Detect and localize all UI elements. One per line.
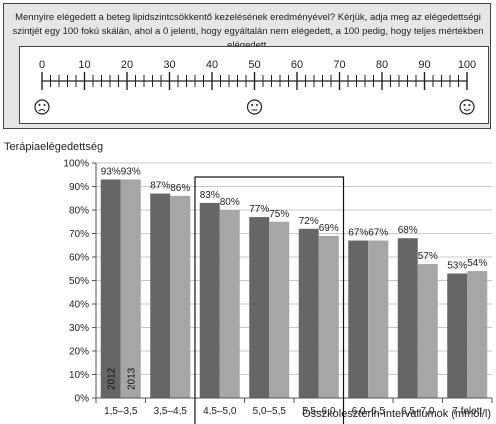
y-tick-label: 20% — [69, 347, 89, 358]
y-tick-label: 80% — [69, 206, 89, 217]
y-tick-label: 0% — [75, 394, 90, 405]
bar-value-label: 83% — [200, 190, 220, 201]
y-tick-label: 10% — [69, 370, 89, 381]
face-outline — [459, 99, 475, 115]
x-tick-label: 5,5–6,0 — [302, 406, 336, 417]
x-tick-label: 6,0–6,5 — [352, 406, 386, 417]
bar-value-label: 68% — [398, 225, 418, 236]
bar-2012-1 — [100, 179, 121, 398]
scale-label-100: 100 — [458, 59, 476, 71]
series-label-2012: 2012 — [106, 367, 117, 390]
scale-label-60: 60 — [291, 59, 303, 71]
bar-2013-3 — [219, 210, 240, 398]
x-axis-title: Összkoleszterin-intervallumok (mmol/l) — [302, 408, 491, 420]
face-eye — [256, 104, 258, 106]
bar-2012-2 — [150, 193, 171, 398]
face-outline — [34, 99, 50, 115]
face-eye — [38, 104, 41, 106]
survey-panel: Mennyire elégedett a beteg lipidszintcsö… — [3, 3, 491, 129]
bar-2013-2 — [170, 195, 191, 398]
scale-label-90: 90 — [418, 59, 430, 71]
scale-label-70: 70 — [333, 59, 345, 71]
bar-2013-5 — [318, 235, 339, 398]
face-eye — [251, 104, 253, 106]
bar-value-label: 77% — [249, 204, 269, 215]
y-tick-label: 70% — [69, 229, 89, 240]
bar-value-label: 75% — [269, 209, 289, 220]
bar-2013-6 — [368, 240, 389, 398]
bar-value-label: 53% — [447, 260, 467, 271]
survey-question-line-2: szintjét egy 100 fokú skálán, ahol a 0 j… — [12, 26, 484, 51]
bar-2013-1 — [120, 179, 141, 398]
bar-2013-7 — [417, 264, 438, 398]
x-tick-label: 7 felett — [452, 406, 482, 417]
bar-value-label: 54% — [467, 258, 487, 269]
bar-value-label: 67% — [368, 228, 388, 239]
bar-2012-4 — [249, 217, 270, 398]
scale-label-80: 80 — [376, 59, 388, 71]
bar-value-label: 57% — [418, 251, 438, 262]
happy-face-icon — [459, 99, 475, 115]
bar-value-label: 80% — [220, 197, 240, 208]
survey-question-line-1: Mennyire elégedett a beteg lipidszintcsö… — [15, 12, 481, 23]
scale-label-40: 40 — [206, 59, 218, 71]
bar-2012-8 — [447, 273, 468, 398]
series-label-2013: 2013 — [126, 367, 137, 390]
bar-value-label: 93% — [101, 166, 121, 177]
face-outline — [246, 99, 263, 115]
x-tick-label: 1,5–3,5 — [104, 406, 138, 417]
y-tick-label: 60% — [69, 253, 89, 264]
scale-label-30: 30 — [163, 59, 175, 71]
bar-2012-6 — [348, 240, 369, 398]
scale-graphic: 0 10 20 30 40 50 60 70 80 90 100 — [34, 59, 476, 115]
y-tick-label: 100% — [63, 159, 89, 170]
face-eye — [468, 104, 471, 106]
highlight-frame — [194, 176, 345, 424]
survey-question: Mennyire elégedett a beteg lipidszintcsö… — [10, 11, 486, 53]
bar-2012-5 — [298, 228, 319, 398]
bar-2012-3 — [199, 202, 220, 398]
x-tick-label: 3,5–4,5 — [154, 406, 188, 417]
neutral-face-icon — [246, 99, 263, 115]
bar-2012-7 — [397, 238, 418, 398]
bar-value-label: 67% — [348, 228, 368, 239]
bar-value-label: 86% — [170, 183, 190, 194]
y-tick-label: 30% — [69, 323, 89, 334]
bar-value-label: 69% — [319, 223, 339, 234]
y-tick-label: 90% — [69, 182, 89, 193]
x-tick-label: 5,0–5,5 — [253, 406, 287, 417]
bar-2013-8 — [467, 271, 488, 398]
bar-value-label: 72% — [299, 216, 319, 227]
x-tick-label: 6,5–7,0 — [401, 406, 435, 417]
bar-value-label: 93% — [121, 166, 141, 177]
bar-value-label: 87% — [150, 181, 170, 192]
face-mouth — [463, 108, 471, 111]
scale-label-50: 50 — [248, 59, 260, 71]
sad-face-icon — [34, 99, 50, 115]
y-tick-label: 50% — [69, 276, 89, 287]
bar-2013-4 — [269, 221, 290, 398]
chart-title: Terápiaelégedettség — [4, 141, 104, 153]
satisfaction-scale: 0 10 20 30 40 50 60 70 80 90 100 — [19, 46, 489, 124]
face-mouth — [38, 109, 46, 112]
scale-label-10: 10 — [78, 59, 90, 71]
face-eye — [43, 104, 46, 106]
scale-label-20: 20 — [121, 59, 133, 71]
face-eye — [463, 104, 466, 106]
y-tick-label: 40% — [69, 300, 89, 311]
scale-label-0: 0 — [39, 59, 45, 71]
x-tick-label: 4,5–5,0 — [203, 406, 237, 417]
